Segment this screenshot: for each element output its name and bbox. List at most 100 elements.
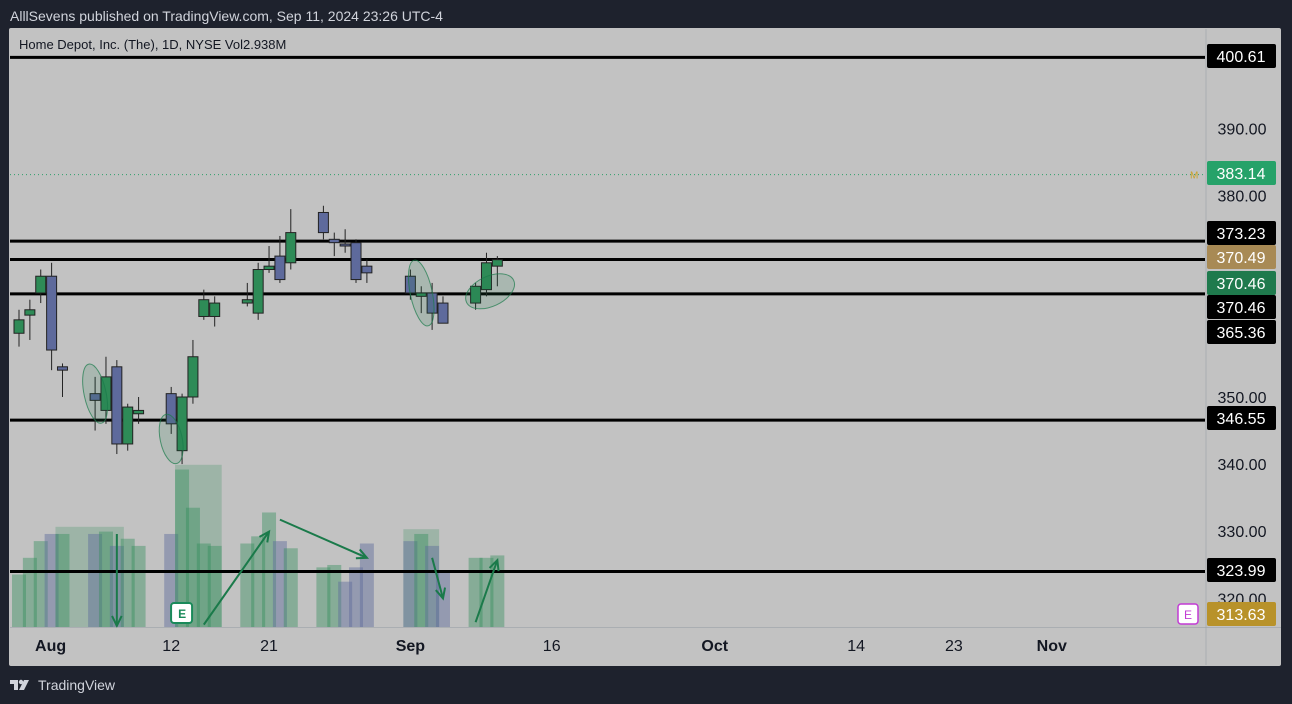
volume-bar-19 [283,548,298,627]
earnings-icon-label: E [178,607,186,621]
price-tag-label-7: 346.55 [1217,411,1266,428]
footer-brand: TradingView [10,677,115,693]
volume-bar-17 [262,512,277,627]
candle-body-23 [350,242,362,281]
candle-body-9 [133,409,145,415]
volume-arrowhead-2 [355,548,369,560]
volume-bar-23 [349,567,364,627]
y-tick-label-2: 350.00 [1218,390,1267,407]
symbol-legend: Home Depot, Inc. (The), 1D, NYSE Vol2.93… [19,37,286,52]
volume-bar-9 [131,545,146,627]
x-tick-label-1: 12 [162,638,180,655]
price-tag-8 [1207,558,1276,582]
price-tag-label-5: 370.46 [1217,300,1266,317]
price-tag-7 [1207,406,1276,430]
price-tag-label-3: 370.49 [1217,250,1266,267]
volume-bar-25 [403,541,418,627]
earnings-icon-axis [1177,603,1199,625]
candle-body-24 [361,265,373,274]
volume-highlight-2 [403,529,440,627]
volume-arrowhead-3 [435,587,447,601]
y-tick-label-3: 340.00 [1218,457,1267,474]
volume-bar-6 [98,531,113,627]
volume-arrow-3 [431,557,444,599]
x-tick-label-3: Sep [396,638,426,655]
price-tag-label-9: 313.63 [1217,607,1266,624]
volume-unit: M [275,37,287,52]
volume-bar-21 [327,564,342,627]
price-tag-2 [1207,221,1276,245]
volume-bar-2 [33,541,48,627]
x-tick-label-4: 16 [543,638,561,655]
candle-body-14 [209,302,221,317]
candle-body-5 [89,393,101,401]
volume-bar-24 [359,543,374,627]
publish-bar: AlllSevens published on TradingView.com,… [0,0,1292,32]
price-tag-9 [1207,602,1276,626]
volume-arrow-1 [202,530,270,626]
candle-body-4 [56,366,68,371]
publish-info: AlllSevens published on TradingView.com,… [10,8,443,24]
volume-bar-20 [316,567,331,627]
price-tag-label-1: 400.61 [1217,49,1266,66]
price-tag-3 [1207,245,1276,269]
volume-bar-5 [88,533,103,627]
volume-bar-26 [414,533,429,627]
volume-bar-13 [196,543,211,627]
dotted-level-marker: M [1190,171,1198,182]
candle-body-26 [415,292,427,297]
volume-bar-12 [185,507,200,627]
volume-bar-15 [240,543,255,627]
price-tag-label-4: 370.46 [1217,276,1266,293]
price-tag-1 [1207,44,1276,68]
y-tick-label-1: 380.00 [1218,189,1267,206]
footer-brand-label: TradingView [38,677,116,693]
candle-body-2 [35,275,47,294]
volume-highlight-0 [55,526,124,627]
volume-bar-11 [175,469,190,627]
candle-body-1 [24,309,36,316]
volume-arrowhead-1 [258,529,271,543]
price-tag-6 [1207,320,1276,344]
volume-bar-14 [207,545,222,627]
volume-bar-27 [425,545,440,627]
candle-body-7 [111,366,123,445]
annotation-ellipse-2 [407,259,435,327]
candle-body-15 [241,299,253,304]
x-tick-label-8: Nov [1037,638,1067,655]
candle-body-3 [46,275,58,351]
candle-body-10 [165,393,177,425]
candle-body-21 [328,238,340,244]
y-tick-label-4: 330.00 [1218,524,1267,541]
candle-body-20 [317,211,329,234]
x-tick-label-5: Oct [701,638,728,655]
price-tag-0 [1207,161,1276,185]
earnings-icon [170,602,194,624]
earnings-icon-axis-label: E [1184,608,1192,622]
x-tick-label-6: 14 [847,638,865,655]
tradingview-logo-icon [10,679,29,690]
volume-bar-16 [251,536,266,627]
candle-body-28 [437,302,449,324]
x-tick-label-7: 23 [945,638,963,655]
symbol-title: Home Depot, Inc. (The), 1D, NYSE Vol [19,37,243,52]
volume-bar-1 [22,557,37,627]
volume-arrow-2 [279,518,368,559]
volume-arrow-4 [474,559,499,623]
annotation-ellipse-1 [158,413,184,465]
volume-value: 2.938 [242,37,276,52]
candle-body-18 [274,255,286,281]
volume-arrowhead-4 [488,558,500,572]
volume-bar-8 [120,538,135,627]
candle-body-12 [187,356,199,398]
price-tag-label-2: 373.23 [1217,226,1266,243]
volume-arrowhead-0 [111,615,123,629]
x-tick-label-0: Aug [35,638,66,655]
annotation-ellipse-0 [82,363,109,424]
candle-body-0 [13,319,25,334]
candle-body-22 [339,243,351,247]
price-tag-4 [1207,271,1276,295]
price-tag-5 [1207,295,1276,319]
candle-body-17 [263,265,275,271]
